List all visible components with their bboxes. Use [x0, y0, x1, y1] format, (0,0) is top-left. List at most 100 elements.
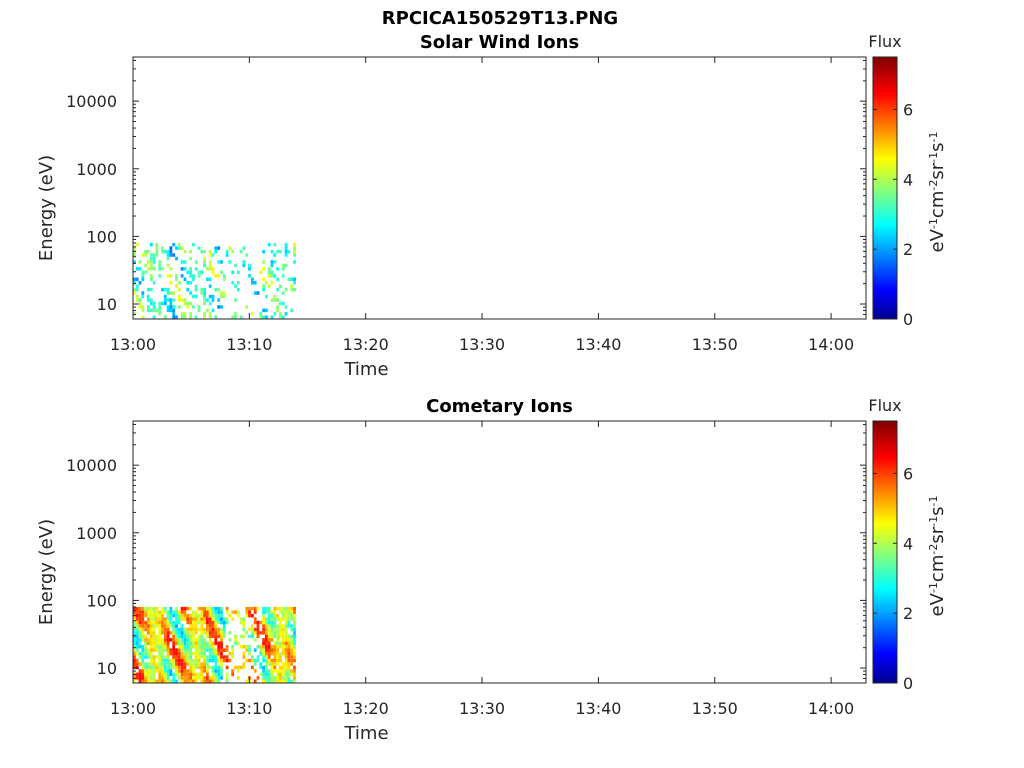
heatmap-cell	[253, 658, 257, 663]
heatmap-cell	[265, 679, 268, 683]
heatmap-cell	[293, 648, 296, 652]
heatmap-cell	[141, 651, 145, 656]
heatmap-cell	[149, 645, 153, 649]
heatmap-cell	[214, 665, 218, 670]
heatmap-cell	[189, 627, 192, 632]
heatmap-cell	[270, 610, 274, 614]
plot-frame	[132, 420, 867, 684]
heatmap-cell	[248, 606, 251, 611]
heatmap-cell	[147, 267, 150, 271]
heatmap-cell	[211, 606, 215, 611]
heatmap-cell	[144, 641, 147, 645]
heatmap-cell	[183, 312, 187, 316]
colorbar-tick-label: 2	[903, 604, 913, 623]
heatmap-cell	[186, 270, 190, 275]
heatmap-cell	[186, 281, 190, 285]
heatmap-cell	[183, 298, 187, 302]
heatmap-cell	[203, 301, 206, 306]
heatmap-cell	[259, 645, 263, 649]
heatmap-cell	[220, 669, 223, 673]
heatmap-cell	[166, 249, 170, 254]
heatmap-cell	[197, 620, 201, 625]
heatmap-cells	[133, 242, 296, 319]
heatmap-cell	[180, 658, 184, 663]
heatmap-cell	[141, 610, 145, 614]
heatmap-cell	[245, 253, 249, 257]
heatmap-cell	[242, 665, 246, 670]
heatmap-cell	[133, 638, 136, 642]
heatmap-cell	[284, 312, 288, 316]
heatmap-cell	[158, 665, 162, 670]
heatmap-cell	[220, 658, 223, 663]
colorbar	[873, 421, 897, 683]
heatmap-cell	[138, 641, 142, 645]
heatmap-cell	[239, 249, 243, 254]
heatmap-cell	[194, 613, 198, 618]
heatmap-cell	[267, 638, 271, 642]
heatmap-cell	[186, 301, 190, 306]
heatmap-cell	[175, 277, 178, 281]
heatmap-cell	[211, 658, 215, 663]
heatmap-cell	[208, 260, 212, 264]
heatmap-cell	[287, 638, 291, 642]
heatmap-cell	[220, 645, 223, 649]
heatmap-cell	[147, 606, 150, 611]
heatmap-cell	[234, 315, 237, 319]
heatmap-cell	[236, 613, 240, 618]
heatmap-cell	[158, 627, 162, 632]
heatmap-cell	[158, 662, 162, 666]
heatmap-cell	[186, 631, 190, 635]
heatmap-cell	[262, 277, 265, 281]
heatmap-cell	[175, 315, 178, 319]
heatmap-cell	[262, 655, 265, 659]
heatmap-cell	[186, 613, 190, 618]
heatmap-cell	[236, 610, 240, 614]
heatmap-cell	[200, 270, 204, 275]
heatmap-cell	[180, 312, 184, 316]
heatmap-cell	[256, 624, 260, 628]
heatmap-cell	[290, 672, 294, 677]
colorbar-frame	[872, 420, 898, 684]
plot-area	[133, 421, 866, 683]
heatmap-cell	[141, 274, 145, 278]
heatmap-cell	[169, 662, 173, 666]
heatmap-cell	[279, 655, 282, 659]
heatmap-cell	[152, 624, 156, 628]
heatmap-cell	[248, 613, 251, 618]
heatmap-cell	[144, 249, 147, 254]
heatmap-cell	[203, 638, 206, 642]
heatmap-cell	[152, 606, 156, 611]
x-axis-label: Time	[343, 723, 388, 744]
y-tick-label: 100	[86, 591, 117, 610]
heatmap-cell	[166, 676, 170, 680]
heatmap-cell	[192, 676, 195, 680]
heatmap-cell	[279, 669, 282, 673]
heatmap-cell	[290, 651, 294, 656]
heatmap-cell	[256, 606, 260, 611]
x-tick-label: 13:20	[343, 335, 389, 354]
heatmap-cell	[267, 610, 271, 614]
heatmap-cell	[158, 676, 162, 680]
heatmap-cell	[287, 620, 291, 625]
heatmap-cell	[265, 620, 268, 625]
heatmap-cell	[267, 627, 271, 632]
heatmap-cell	[267, 270, 271, 275]
heatmap-cell	[177, 634, 181, 639]
heatmap-cell	[177, 613, 181, 618]
heatmap-cell	[147, 662, 150, 666]
heatmap-cell	[248, 610, 251, 614]
heatmap-cell	[273, 676, 277, 680]
heatmap-cell	[220, 648, 223, 652]
heatmap-cell	[262, 627, 265, 632]
heatmap-cell	[208, 658, 212, 663]
heatmap-cell	[290, 284, 294, 288]
heatmap-cell	[203, 665, 206, 670]
heatmap-cell	[220, 641, 223, 645]
heatmap-cell	[203, 651, 206, 656]
heatmap-cell	[276, 277, 279, 281]
heatmap-cell	[197, 662, 201, 666]
heatmap-cell	[141, 315, 145, 319]
heatmap-cell	[208, 665, 212, 670]
heatmap-cell	[192, 610, 195, 614]
heatmap-cell	[172, 665, 176, 670]
